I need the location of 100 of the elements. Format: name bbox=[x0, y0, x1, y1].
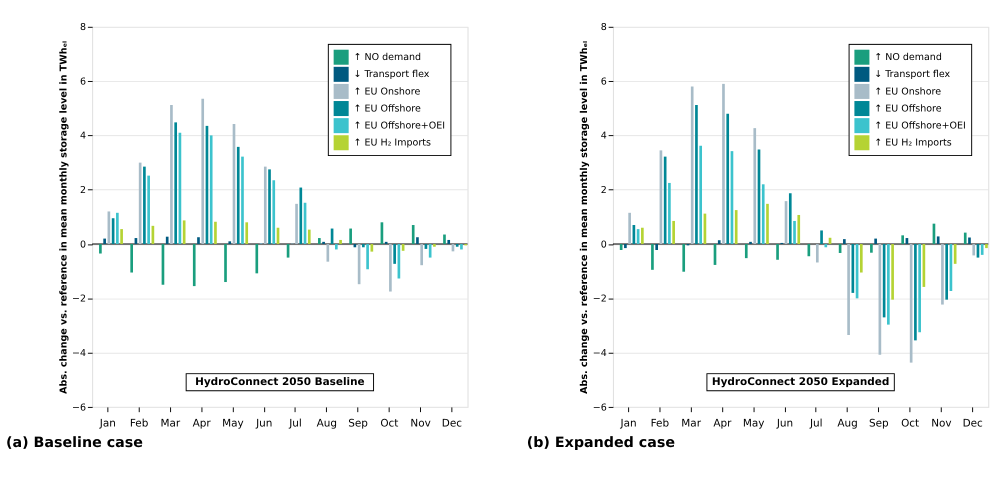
bar bbox=[887, 244, 890, 325]
bar bbox=[766, 204, 769, 244]
bar bbox=[838, 244, 842, 253]
bar bbox=[852, 244, 854, 293]
legend-label: ↑ EU Onshore bbox=[874, 86, 942, 98]
bar bbox=[655, 244, 658, 250]
x-tick-label: Dec bbox=[962, 417, 984, 430]
bar bbox=[860, 244, 863, 273]
bar bbox=[964, 232, 967, 244]
bar bbox=[112, 218, 114, 244]
bar bbox=[264, 166, 267, 244]
legend-label: ↑ EU H₂ Imports bbox=[874, 138, 952, 149]
bar bbox=[255, 244, 258, 274]
bar bbox=[402, 244, 404, 251]
bar bbox=[366, 244, 369, 270]
bar bbox=[138, 162, 142, 244]
x-tick-label: Oct bbox=[380, 417, 398, 430]
x-tick-label: Sep bbox=[348, 417, 368, 430]
bar bbox=[954, 244, 956, 264]
bar bbox=[420, 244, 424, 266]
bar bbox=[695, 105, 698, 244]
x-tick-label: Apr bbox=[192, 417, 212, 430]
bar bbox=[162, 244, 164, 285]
bar bbox=[224, 244, 227, 282]
legend-label: ↑ EU H₂ Imports bbox=[354, 138, 431, 149]
bar bbox=[354, 244, 356, 248]
y-tick-label: 8 bbox=[80, 22, 86, 34]
bar bbox=[241, 156, 244, 244]
x-tick-label: Nov bbox=[410, 417, 431, 430]
x-tick-label: Aug bbox=[316, 417, 337, 430]
bar bbox=[704, 214, 706, 244]
y-tick-label: 0 bbox=[80, 239, 86, 250]
bar bbox=[726, 114, 730, 244]
y-tick-label: −4 bbox=[72, 348, 86, 359]
bar bbox=[99, 244, 102, 254]
bar bbox=[370, 244, 374, 252]
bar bbox=[985, 244, 988, 248]
bar bbox=[286, 244, 290, 258]
text: (b) Expanded case bbox=[526, 434, 676, 451]
y-tick-label: 6 bbox=[600, 76, 607, 88]
bar bbox=[103, 238, 106, 244]
x-tick-label: Aug bbox=[837, 417, 858, 430]
legend-label: ↑ EU Offshore+OEI bbox=[874, 120, 966, 132]
bar bbox=[922, 244, 926, 287]
bar bbox=[843, 239, 846, 244]
bar bbox=[870, 244, 873, 253]
bar bbox=[389, 244, 392, 292]
y-tick-label: 4 bbox=[80, 130, 86, 142]
x-tick-label: Mar bbox=[160, 417, 181, 430]
x-tick-label: Jul bbox=[288, 417, 302, 430]
bar bbox=[424, 244, 428, 249]
bar bbox=[166, 236, 169, 244]
bar bbox=[245, 222, 248, 244]
bar bbox=[178, 132, 182, 244]
bar bbox=[152, 226, 154, 244]
bar bbox=[972, 244, 976, 256]
y-tick-label: 2 bbox=[600, 185, 607, 196]
x-tick-label: Feb bbox=[130, 417, 149, 430]
x-tick-label: Jun bbox=[255, 417, 272, 430]
bar bbox=[174, 122, 178, 244]
bar bbox=[788, 193, 792, 244]
bar bbox=[828, 238, 832, 244]
legend-label: ↑ EU Offshore bbox=[354, 103, 421, 114]
bar bbox=[718, 240, 721, 244]
bar bbox=[393, 244, 396, 264]
bar bbox=[358, 244, 360, 284]
bar bbox=[334, 244, 338, 250]
bar bbox=[918, 244, 921, 332]
bar bbox=[968, 238, 971, 244]
bar bbox=[443, 234, 446, 244]
bar bbox=[758, 150, 760, 244]
x-tick-label: Nov bbox=[931, 417, 952, 430]
bar bbox=[412, 225, 415, 244]
bar bbox=[206, 126, 208, 244]
legend-label: ↑ NO demand bbox=[354, 52, 422, 64]
bar bbox=[632, 225, 636, 244]
bar bbox=[882, 244, 886, 318]
annotation: HydroConnect 2050 Baseline bbox=[195, 376, 365, 388]
bar bbox=[460, 244, 463, 250]
x-tick-label: Dec bbox=[442, 417, 462, 430]
bar bbox=[452, 244, 454, 252]
bar bbox=[295, 204, 298, 244]
bar bbox=[428, 244, 432, 258]
x-tick-label: Feb bbox=[650, 417, 670, 430]
bar bbox=[945, 244, 948, 300]
bar bbox=[734, 210, 738, 244]
y-tick-label: 0 bbox=[600, 239, 607, 250]
bar bbox=[416, 237, 419, 244]
x-tick-label: Jan bbox=[98, 417, 116, 430]
bar bbox=[672, 220, 675, 244]
x-tick-label: Jun bbox=[776, 417, 794, 430]
bar bbox=[749, 242, 752, 244]
bar bbox=[714, 244, 716, 265]
legend-label: ↓ Transport flex bbox=[354, 69, 430, 80]
bar bbox=[304, 202, 306, 244]
bar bbox=[668, 182, 671, 244]
bar bbox=[134, 238, 138, 244]
bar bbox=[820, 230, 823, 244]
bar bbox=[272, 180, 276, 244]
bar bbox=[620, 244, 622, 250]
